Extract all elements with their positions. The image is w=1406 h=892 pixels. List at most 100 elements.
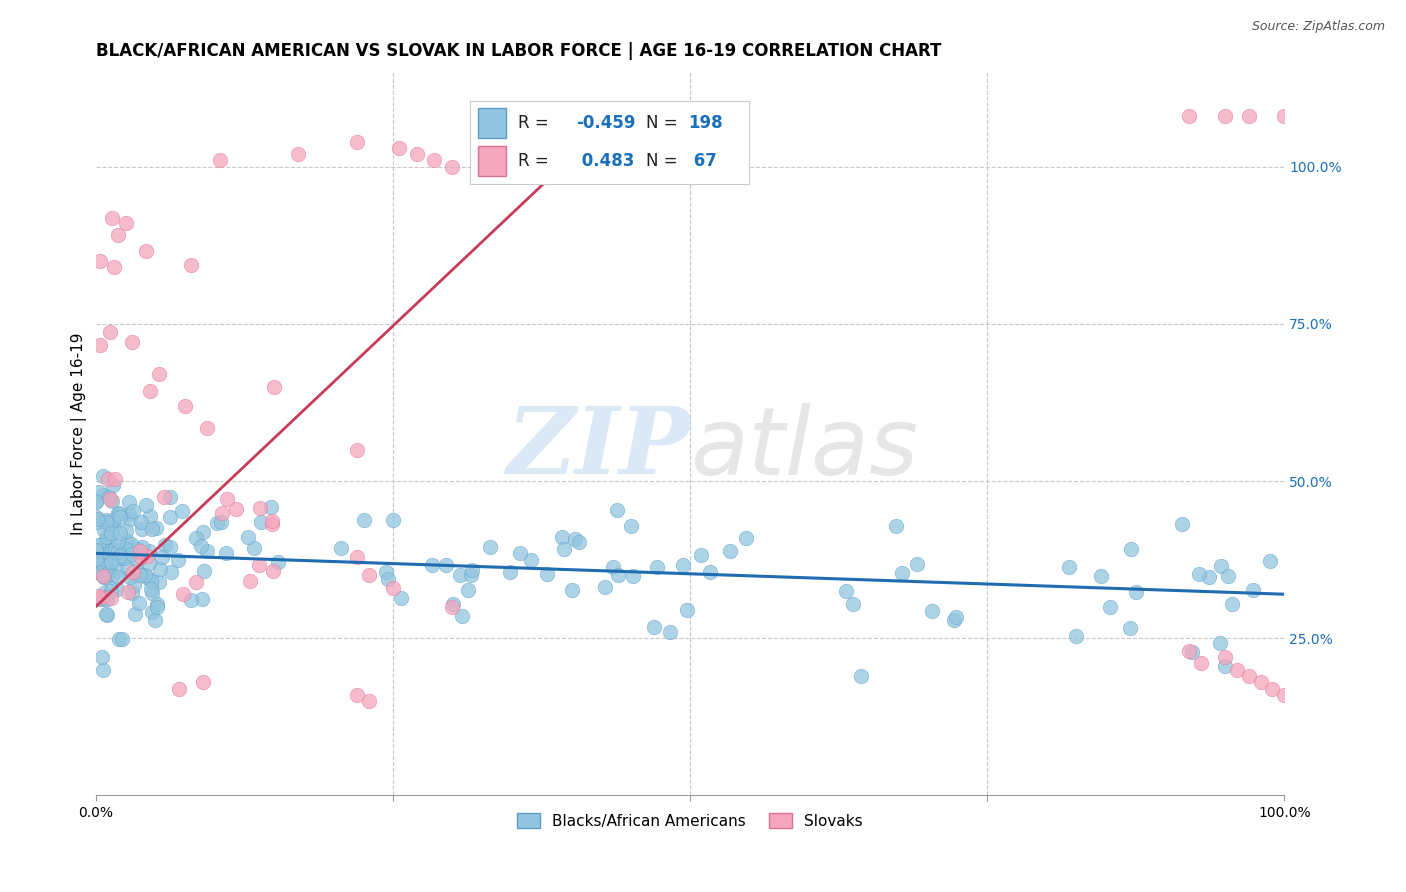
Point [1178,110,1201,124]
Point [553,541,575,556]
Point [1213,658,1236,673]
Point [190,591,212,606]
Point [84,493,107,508]
Point [96,591,118,606]
Point [112,550,135,565]
Point [190,540,212,554]
Point [1057,560,1080,574]
Point [942,614,965,628]
Point [117,585,139,599]
Point [105,546,128,560]
Point [125,555,148,569]
Point [93,523,115,537]
Point [330,541,353,555]
Point [120,569,142,583]
Point [111,632,134,646]
Point [121,586,143,600]
Point [238,530,260,544]
Legend: Blacks/African Americans, Slovaks: Blacks/African Americans, Slovaks [510,806,869,835]
Point [1272,110,1295,124]
Point [84,509,107,524]
Point [167,553,190,567]
Point [551,530,574,544]
Point [735,531,758,545]
Point [90,590,112,604]
Point [96,530,118,544]
Point [121,504,143,518]
Point [381,581,404,595]
Text: BLACK/AFRICAN AMERICAN VS SLOVAK IN LABOR FORCE | AGE 16-19 CORRELATION CHART: BLACK/AFRICAN AMERICAN VS SLOVAK IN LABO… [96,42,941,60]
Point [121,543,143,558]
Point [101,478,124,492]
Point [87,565,110,579]
Point [138,543,160,558]
Point [129,549,152,564]
Point [121,334,143,349]
Point [1171,516,1194,531]
Point [1261,681,1284,696]
Point [536,566,558,581]
Point [94,554,117,568]
Text: ZIP: ZIP [506,403,690,493]
Point [388,141,411,155]
Point [1216,569,1239,583]
Point [84,544,107,558]
Point [110,541,132,556]
Point [262,514,284,528]
Point [172,587,194,601]
Point [134,568,156,582]
Point [1189,657,1212,671]
Point [247,558,270,572]
Point [98,491,121,506]
Text: Source: ZipAtlas.com: Source: ZipAtlas.com [1251,20,1385,33]
Point [91,663,114,677]
Point [1209,636,1232,650]
Point [122,578,145,592]
Point [136,571,159,585]
Point [718,544,741,558]
Point [139,582,162,596]
Point [159,540,181,554]
Point [96,566,118,581]
Point [118,495,141,509]
Point [441,160,464,174]
Point [91,488,114,502]
Point [93,570,115,584]
Point [115,534,138,549]
Point [127,566,149,581]
Point [122,565,145,579]
Point [449,568,471,582]
Point [479,540,502,554]
Point [620,518,643,533]
Point [460,567,482,582]
Point [107,570,129,584]
Point [209,515,232,529]
Point [346,135,368,149]
Point [98,543,121,558]
Point [101,513,124,527]
Point [125,542,148,557]
Point [357,694,380,708]
Point [94,547,117,561]
Point [1237,110,1260,124]
Point [131,540,153,554]
Point [160,565,183,579]
Point [835,584,858,599]
Point [86,542,108,557]
Point [84,495,107,509]
Point [509,546,531,560]
Point [91,650,114,665]
Point [101,543,124,558]
Point [120,537,142,551]
Point [89,337,111,351]
Point [104,542,127,557]
Point [94,534,117,549]
Point [921,604,943,618]
Point [905,557,928,571]
Point [1178,644,1201,658]
Point [193,564,215,578]
Point [96,515,118,529]
Point [191,524,214,539]
Point [118,512,141,526]
Point [211,506,233,520]
